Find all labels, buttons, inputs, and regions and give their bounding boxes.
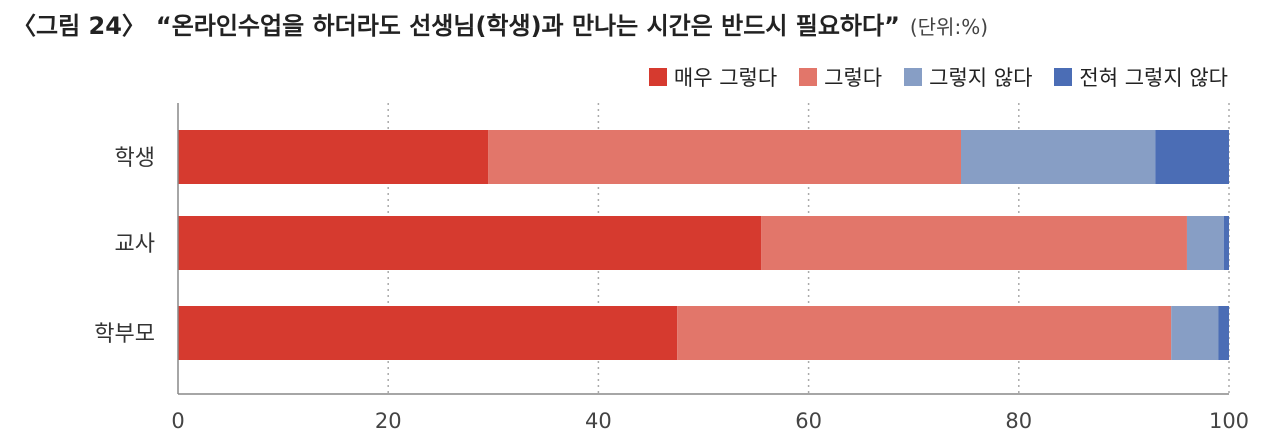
chart-title: “온라인수업을 하더라도 선생님(학생)과 만나는 시간은 반드시 필요하다”	[155, 12, 900, 40]
bar-segment-교사-2	[1186, 216, 1224, 270]
category-label: 학생	[115, 146, 155, 171]
x-tick-label: 100	[1209, 409, 1249, 433]
legend-label: 그렇다	[824, 66, 883, 90]
x-tick-label: 40	[585, 409, 612, 433]
category-label: 학부모	[94, 322, 155, 347]
x-tick-label: 0	[171, 409, 184, 433]
bar-segment-학생-3	[1155, 130, 1229, 184]
x-tick-label: 20	[375, 409, 402, 433]
legend-label: 전혀 그렇지 않다	[1079, 66, 1228, 90]
figure-label: 〈그림 24〉	[12, 12, 146, 40]
legend-item-strongly-agree: 매우 그렇다	[648, 62, 778, 92]
legend-swatch	[648, 68, 667, 86]
bar-segment-학부모-1	[677, 306, 1172, 360]
legend-item-strongly-disagree: 전혀 그렇지 않다	[1054, 62, 1228, 92]
legend-label: 그렇지 않다	[929, 66, 1033, 90]
legend-swatch	[799, 68, 818, 86]
bar-segment-교사-1	[761, 216, 1187, 270]
bar-segment-학부모-3	[1218, 306, 1229, 360]
bar-segment-교사-3	[1223, 216, 1229, 270]
bar-segment-학부모-0	[178, 306, 678, 360]
x-tick-label: 60	[795, 409, 822, 433]
title-row: 〈그림 24〉 “온라인수업을 하더라도 선생님(학생)과 만나는 시간은 반드…	[12, 6, 988, 41]
bar-segment-교사-0	[178, 216, 762, 270]
x-tick-label: 80	[1005, 409, 1032, 433]
legend-swatch	[904, 68, 923, 86]
legend-swatch	[1054, 68, 1073, 86]
legend-item-disagree: 그렇지 않다	[904, 62, 1032, 92]
bar-segment-학생-2	[960, 130, 1156, 184]
category-label: 교사	[115, 232, 155, 257]
legend-item-agree: 그렇다	[799, 62, 882, 92]
legend-label: 매우 그렇다	[673, 66, 778, 90]
bar-segment-학생-1	[488, 130, 961, 184]
legend: 매우 그렇다 그렇다 그렇지 않다 전혀 그렇지 않다	[627, 62, 1228, 92]
bar-segment-학생-0	[178, 130, 489, 184]
bar-segment-학부모-2	[1171, 306, 1219, 360]
unit-label: (단위:%)	[909, 15, 989, 39]
